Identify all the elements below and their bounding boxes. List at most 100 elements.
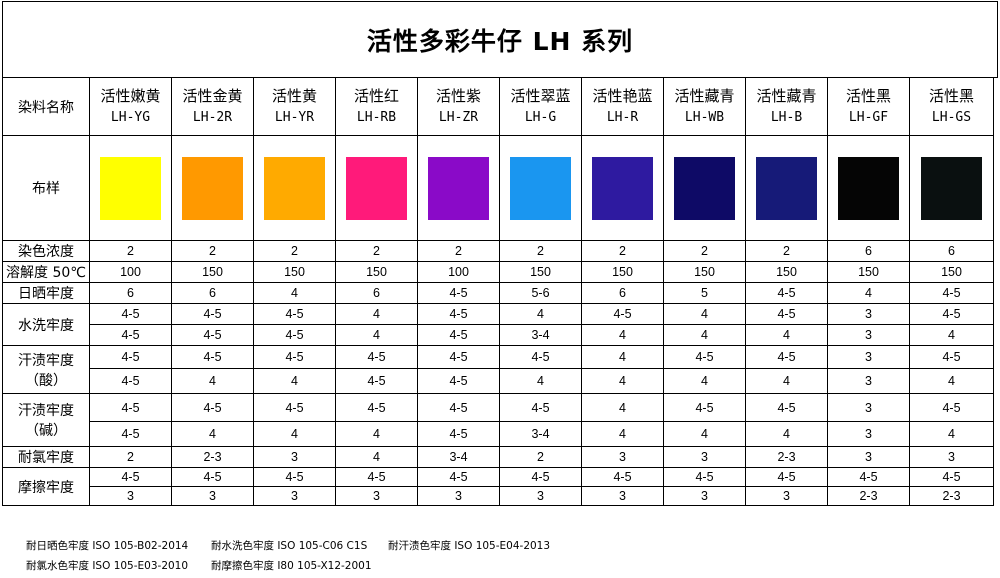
dye-header: 活性艳蓝 LH-R xyxy=(581,77,664,136)
fabric-swatch xyxy=(674,156,735,220)
cell-depth: 2 xyxy=(417,240,500,262)
cell-perspiration_acid-a: 4-5 xyxy=(417,345,500,369)
cell-perspiration_acid-b: 4-5 xyxy=(417,368,500,394)
cell-perspiration_acid-a: 4-5 xyxy=(745,345,828,369)
cell-rubbing-a: 4-5 xyxy=(417,467,500,487)
cell-solubility: 150 xyxy=(663,261,746,283)
footnote-chlorine: 耐氯水色牢度 ISO 105-E03-2010 xyxy=(26,560,189,572)
cell-washing-a: 4 xyxy=(335,303,418,325)
row-perspiration_alkali-2: 4-5 4 4 4 4-5 3-4 4 4 4 3 4 xyxy=(3,421,994,447)
cell-perspiration_alkali-a: 4-5 xyxy=(499,393,582,422)
cell-light: 6 xyxy=(581,282,664,304)
cell-washing-b: 4 xyxy=(581,324,664,346)
dye-name: 活性嫩黄 xyxy=(100,86,161,105)
cell-perspiration_alkali-b: 3 xyxy=(827,421,910,447)
cell-perspiration_acid-b: 4-5 xyxy=(89,368,172,394)
cell-washing-a: 4-5 xyxy=(253,303,336,325)
cell-solubility: 150 xyxy=(827,261,910,283)
dye-header: 活性藏青 LH-WB xyxy=(663,77,746,136)
cell-washing-b: 3 xyxy=(827,324,910,346)
cell-perspiration_acid-b: 4 xyxy=(499,368,582,394)
fabric-swatch xyxy=(756,156,817,220)
cell-light: 4 xyxy=(253,282,336,304)
dye-name: 活性翠蓝 xyxy=(510,86,571,105)
cell-depth: 2 xyxy=(499,240,582,262)
swatch-cell xyxy=(253,135,336,241)
cell-perspiration_alkali-a: 4 xyxy=(581,393,664,422)
cell-depth: 2 xyxy=(171,240,254,262)
dye-code: LH-RB xyxy=(356,109,397,125)
cell-solubility: 150 xyxy=(335,261,418,283)
cell-perspiration_acid-a: 4-5 xyxy=(89,345,172,369)
cell-perspiration_alkali-a: 4-5 xyxy=(89,393,172,422)
fabric-swatch xyxy=(264,156,325,220)
cell-washing-a: 4 xyxy=(663,303,746,325)
footnote-light: 耐日晒色牢度 ISO 105-B02-2014 xyxy=(26,540,189,552)
cell-light: 4 xyxy=(827,282,910,304)
cell-rubbing-b: 3 xyxy=(581,486,664,506)
dye-header: 活性嫩黄 LH-YG xyxy=(89,77,172,136)
cell-chlorine: 3 xyxy=(663,446,746,468)
dye-code: LH-YR xyxy=(274,109,315,125)
cell-rubbing-b: 3 xyxy=(253,486,336,506)
cell-washing-b: 4 xyxy=(909,324,994,346)
dye-name: 活性黑 xyxy=(845,86,891,105)
cell-chlorine: 3 xyxy=(827,446,910,468)
cell-rubbing-a: 4-5 xyxy=(499,467,582,487)
swatch-cell xyxy=(663,135,746,241)
cell-chlorine: 3 xyxy=(909,446,994,468)
cell-perspiration_alkali-b: 4 xyxy=(335,421,418,447)
row-perspiration_alkali: 汗渍牢度 （碱） 4-5 4-5 4-5 4-5 4-5 4-5 4 4-5 4-5 3 4-5 xyxy=(2,393,994,447)
row-label-depth: 染色浓度 xyxy=(2,240,90,262)
dye-header: 活性红 LH-RB xyxy=(335,77,418,136)
cell-depth: 2 xyxy=(745,240,828,262)
cell-washing-a: 4-5 xyxy=(581,303,664,325)
cell-rubbing-b: 2-3 xyxy=(827,486,910,506)
header-row: 染料名称 活性嫩黄 LH-YG 活性金黄 LH-2R 活性黄 LH-YR 活性红 LH-RB 活性… xyxy=(2,77,994,136)
row-label-swatch: 布样 xyxy=(2,135,90,241)
cell-light: 5 xyxy=(663,282,746,304)
cell-solubility: 150 xyxy=(745,261,828,283)
cell-perspiration_alkali-a: 4-5 xyxy=(171,393,254,422)
dye-name: 活性艳蓝 xyxy=(592,86,653,105)
cell-rubbing-a: 4-5 xyxy=(171,467,254,487)
dye-table: 染料名称 活性嫩黄 LH-YG 活性金黄 LH-2R 活性黄 LH-YR 活性红 LH-RB 活性… xyxy=(2,77,994,506)
cell-depth: 2 xyxy=(89,240,172,262)
cell-chlorine: 2-3 xyxy=(171,446,254,468)
cell-solubility: 150 xyxy=(171,261,254,283)
dye-name: 活性黑 xyxy=(928,86,974,105)
cell-washing-b: 3-4 xyxy=(499,324,582,346)
sheet-title: 活性多彩牛仔 LH 系列 xyxy=(2,1,998,78)
cell-washing-b: 4 xyxy=(745,324,828,346)
cell-perspiration_acid-a: 4 xyxy=(581,345,664,369)
row-depth: 染色浓度 2 2 2 2 2 2 2 2 2 6 6 xyxy=(2,240,994,262)
row-label-light: 日晒牢度 xyxy=(2,282,90,304)
cell-perspiration_acid-a: 4-5 xyxy=(335,345,418,369)
cell-chlorine: 2 xyxy=(89,446,172,468)
cell-perspiration_acid-b: 4-5 xyxy=(335,368,418,394)
cell-rubbing-b: 3 xyxy=(745,486,828,506)
dye-code: LH-2R xyxy=(192,109,233,125)
cell-perspiration_alkali-a: 4-5 xyxy=(253,393,336,422)
cell-rubbing-a: 4-5 xyxy=(253,467,336,487)
dye-name: 活性金黄 xyxy=(182,86,243,105)
cell-rubbing-a: 4-5 xyxy=(909,467,994,487)
cell-perspiration_acid-a: 4-5 xyxy=(499,345,582,369)
cell-perspiration_alkali-b: 4 xyxy=(253,421,336,447)
cell-solubility: 100 xyxy=(417,261,500,283)
cell-perspiration_alkali-b: 4-5 xyxy=(417,421,500,447)
row-label-washing: 水洗牢度 xyxy=(2,303,90,346)
cell-chlorine: 3 xyxy=(253,446,336,468)
cell-perspiration_acid-b: 4 xyxy=(663,368,746,394)
dye-sheet: 活性多彩牛仔 LH 系列 染料名称 活性嫩黄 LH-YG 活性金黄 LH-2R 活性黄 LH… xyxy=(2,1,998,513)
cell-perspiration_alkali-a: 4-5 xyxy=(909,393,994,422)
fabric-swatch xyxy=(510,156,571,220)
cell-perspiration_acid-a: 4-5 xyxy=(253,345,336,369)
cell-perspiration_acid-a: 3 xyxy=(827,345,910,369)
dye-code: LH-WB xyxy=(684,109,725,125)
cell-depth: 2 xyxy=(663,240,746,262)
cell-washing-a: 4-5 xyxy=(909,303,994,325)
fabric-swatch xyxy=(921,156,982,220)
dye-name: 活性藏青 xyxy=(674,86,735,105)
row-solubility: 溶解度 50℃ 100 150 150 150 100 150 150 150 150 150 150 xyxy=(2,261,994,283)
